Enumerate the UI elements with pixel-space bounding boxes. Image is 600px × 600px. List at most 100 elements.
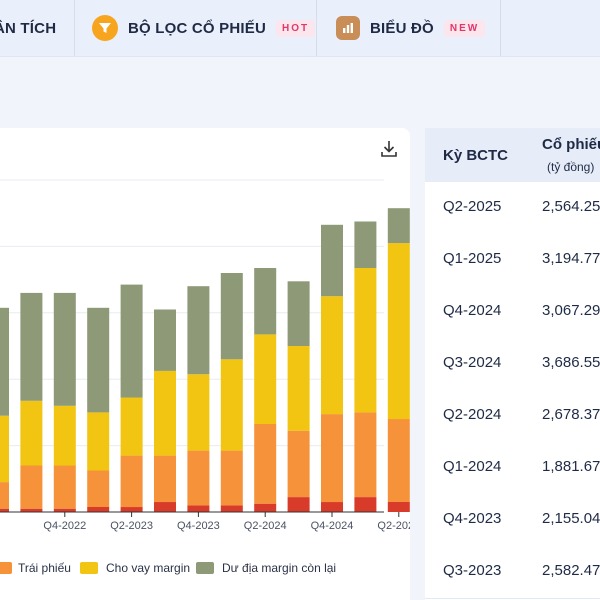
table-row: Q2-2024 2,678.37: [425, 390, 600, 443]
cell-value: 3,067.29: [542, 302, 600, 319]
cell-value: 3,194.77: [542, 250, 600, 267]
cell-period: Q1-2024: [443, 458, 502, 475]
legend-label: Trái phiếu: [18, 561, 71, 575]
bar-segment: [53, 405, 76, 466]
bar-segment: [254, 424, 277, 504]
x-tick-label: Q2-2025: [377, 520, 410, 532]
bar-segment: [20, 465, 43, 509]
stacked-bar-chart: Q4-2022 Q2-2023 Q4-2023 Q2-2024 Q4-2024 Q2-20…: [0, 179, 410, 575]
x-tick-label: Q2-2023: [110, 520, 153, 532]
tab-chart-label: BIỂU ĐỒ: [370, 19, 434, 37]
chart-icon: [336, 16, 360, 40]
cell-value: 2,678.37: [542, 406, 600, 423]
table-row: Q3-2023 2,582.47: [425, 546, 600, 599]
bar-segment: [254, 334, 277, 424]
bar-segment: [187, 505, 210, 512]
bar-segment: [187, 286, 210, 375]
legend-swatch: [80, 562, 98, 574]
bar-segment: [387, 419, 410, 502]
x-tick-label: Q4-2022: [43, 520, 86, 532]
table-row: Q1-2025 3,194.77: [425, 234, 600, 287]
cell-period: Q4-2023: [443, 510, 502, 527]
table-row: Q3-2024 3,686.55: [425, 338, 600, 391]
bar-segment: [254, 268, 277, 335]
bar-segment: [287, 430, 310, 498]
bar-segment: [220, 450, 243, 506]
cell-value: 3,686.55: [542, 354, 600, 371]
bar-segment: [220, 359, 243, 451]
cell-value: 2,564.25: [542, 198, 600, 215]
filter-icon: [92, 15, 118, 41]
bar-segment: [220, 273, 243, 360]
tab-analysis-label: ÂN TÍCH: [0, 19, 57, 37]
legend-swatch: [0, 562, 12, 574]
cell-period: Q1-2025: [443, 250, 502, 267]
table-row: Q4-2024 3,067.29: [425, 286, 600, 339]
bar-segment: [287, 346, 310, 431]
cell-period: Q3-2023: [443, 562, 502, 579]
bar-segment: [154, 455, 176, 503]
legend-label: Dư địa margin còn lại: [222, 561, 336, 575]
tab-divider: [316, 0, 317, 56]
cell-value: 1,881.67: [542, 458, 600, 475]
bar-segment: [387, 208, 410, 244]
bar-segment: [87, 307, 110, 413]
cell-period: Q3-2024: [443, 354, 502, 371]
tab-divider: [500, 0, 501, 56]
bar-segment: [321, 502, 343, 512]
download-icon[interactable]: [378, 138, 400, 160]
table-row: Q1-2024 1,881.67: [425, 442, 600, 495]
tab-analysis[interactable]: ÂN TÍCH: [0, 0, 56, 56]
bar-segment: [87, 412, 110, 471]
x-tick-label: Q4-2024: [311, 520, 354, 532]
header-value-unit: (tỷ đồng): [547, 160, 595, 174]
bar-segment: [20, 292, 43, 401]
bar-segment: [287, 497, 310, 512]
bar-segment: [87, 470, 110, 507]
bar-segment: [87, 507, 110, 512]
bar-segment: [220, 505, 243, 512]
bar-segment: [154, 309, 176, 371]
bar-segment: [354, 412, 377, 498]
bar-segment: [120, 284, 143, 398]
bar-segment: [321, 296, 343, 415]
bar-segment: [0, 508, 9, 512]
bar-segment: [321, 224, 343, 297]
new-badge: NEW: [443, 19, 486, 37]
bar-segment: [53, 465, 76, 509]
bar-segment: [154, 370, 176, 456]
bar-segment: [53, 508, 76, 512]
bar-segment: [154, 502, 176, 512]
bar-segment: [187, 450, 210, 506]
x-tick-label: Q2-2024: [244, 520, 287, 532]
tab-chart[interactable]: BIỂU ĐỒ NEW: [336, 0, 486, 56]
bar-segment: [53, 292, 76, 406]
cell-period: Q2-2024: [443, 406, 502, 423]
table-row: Q4-2023 2,155.04: [425, 494, 600, 547]
bar-segment: [20, 400, 43, 466]
bar-segment: [120, 507, 143, 512]
bar-segment: [0, 415, 9, 483]
hot-badge: HOT: [276, 19, 316, 37]
tab-divider: [74, 0, 75, 56]
table-row: Q2-2025 2,564.25: [425, 182, 600, 235]
bar-segment: [20, 508, 43, 512]
legend-label: Cho vay margin: [106, 561, 190, 575]
bar-segment: [387, 243, 410, 420]
data-table: Kỳ BCTC Cổ phiếu (tỷ đồng) Q2-2025 2,564…: [425, 128, 600, 600]
header-period: Kỳ BCTC: [443, 147, 509, 164]
tab-stock-filter[interactable]: BỘ LỌC CỔ PHIẾU HOT: [92, 0, 316, 56]
cell-value: 2,582.47: [542, 562, 600, 579]
header-value: Cổ phiếu: [542, 136, 600, 153]
bar-segment: [354, 268, 377, 413]
bar-segment: [0, 482, 9, 509]
bar-segment: [120, 455, 143, 508]
bar-segment: [187, 374, 210, 451]
cell-value: 2,155.04: [542, 510, 600, 527]
table-header: Kỳ BCTC Cổ phiếu (tỷ đồng): [425, 128, 600, 182]
x-tick-label: Q4-2023: [177, 520, 220, 532]
bar-segment: [120, 397, 143, 456]
bar-segment: [354, 221, 377, 268]
bar-segment: [0, 307, 9, 416]
